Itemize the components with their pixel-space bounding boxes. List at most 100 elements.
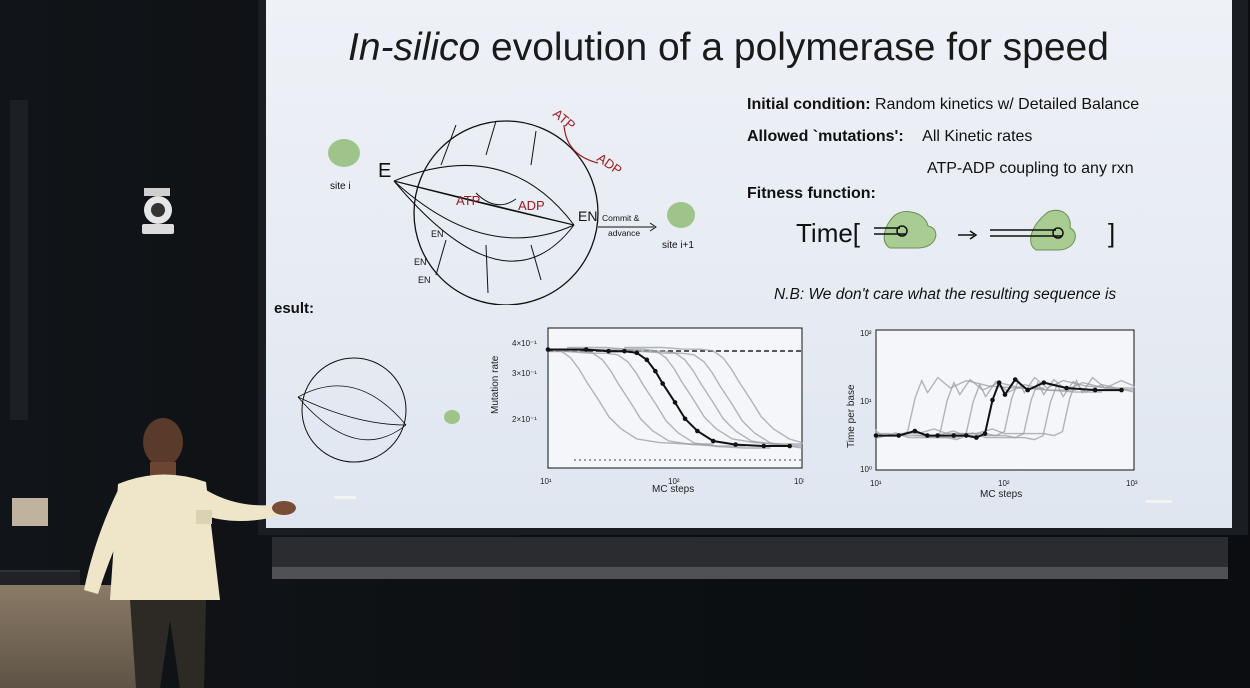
background-trajectory <box>586 348 802 447</box>
time-per-base-chart: Time per base MC steps 10¹ 10² 10³ 10² 1… <box>836 326 1156 509</box>
data-point <box>990 397 995 403</box>
podium-desk <box>0 585 150 688</box>
background-trajectory <box>567 346 802 445</box>
data-point <box>733 442 738 447</box>
y-axis-label: Time per base <box>846 384 857 448</box>
data-point <box>1092 387 1098 393</box>
y-tick-2: 10⁰ <box>860 465 872 474</box>
data-point <box>634 350 640 356</box>
camera-icon <box>142 188 174 234</box>
highlight-points <box>545 347 792 449</box>
x-tick-0: 10¹ <box>540 477 552 486</box>
data-point <box>996 380 1002 385</box>
slide-title: In-silico evolution of a polymerase for … <box>348 26 1109 70</box>
mutation-rate-chart: Mutation rate MC steps 10¹ 10² 10³ 4×10⁻… <box>484 324 806 504</box>
fitness-label-text: Fitness function: <box>747 185 876 202</box>
screen-ledge-lower <box>272 567 1228 579</box>
data-point <box>1002 392 1008 397</box>
data-point <box>583 347 589 352</box>
en-label-2: EN <box>414 257 427 267</box>
node-en: EN <box>578 208 597 224</box>
data-point <box>935 433 940 438</box>
floor-reflection-mark <box>334 496 356 499</box>
data-point <box>1064 385 1069 391</box>
background-trajectories <box>547 346 803 449</box>
nb-note: N.B: We don't care what the resulting se… <box>774 286 1117 303</box>
y-tick-1: 3×10⁻¹ <box>512 369 537 378</box>
data-point <box>761 443 767 449</box>
background-trajectory <box>953 376 1135 437</box>
x-axis-label: MC steps <box>652 484 694 495</box>
data-point <box>974 435 979 440</box>
data-point <box>644 357 650 363</box>
title-italic: In-silico <box>348 26 481 69</box>
initial-condition-label: Initial condition: <box>747 96 871 113</box>
presenter <box>84 418 296 688</box>
x-tick-0: 10¹ <box>870 479 882 488</box>
commit-label: Commit & <box>602 213 640 223</box>
y-axis-label: Mutation rate <box>490 355 501 414</box>
data-point <box>963 433 969 438</box>
advance-label: advance <box>608 228 640 238</box>
data-point <box>682 416 688 422</box>
allowed-mutations-label: Allowed `mutations': <box>747 128 904 145</box>
x-axis-label: MC steps <box>980 489 1022 500</box>
title-rest: evolution of a polymerase for speed <box>480 26 1109 69</box>
data-point <box>545 347 551 352</box>
en-label-3: EN <box>418 275 431 285</box>
node-e: E <box>378 160 391 182</box>
initial-condition-value: Random kinetics w/ Detailed Balance <box>875 96 1140 113</box>
data-point <box>1025 387 1031 393</box>
x-tick-1: 10² <box>998 479 1010 488</box>
y-tick-0: 4×10⁻¹ <box>512 339 537 348</box>
data-point <box>873 433 879 438</box>
y-tick-2: 2×10⁻¹ <box>512 415 537 424</box>
site-i1-label: site i+1 <box>662 240 694 251</box>
adp-outer: ADP <box>594 150 625 178</box>
atp-inner: ATP <box>456 193 480 208</box>
site-i-label: site i <box>330 181 351 192</box>
x-tick-1: 10² <box>668 477 680 486</box>
data-point <box>695 428 700 434</box>
data-point <box>912 428 918 434</box>
data-point <box>1119 387 1124 393</box>
allowed-mutations-value2: ATP-ADP coupling to any rxn <box>927 160 1134 177</box>
background-trajectory <box>547 348 746 447</box>
x-tick-2: 10³ <box>794 477 804 486</box>
cardboard-box <box>12 498 48 526</box>
mutation-rate-plot: Mutation rate MC steps 10¹ 10² 10³ 4×10⁻… <box>490 327 806 495</box>
data-point <box>787 443 792 449</box>
data-point <box>925 433 930 438</box>
adp-inner: ADP <box>518 198 545 213</box>
en-label-1: EN <box>431 229 444 239</box>
data-point <box>622 348 627 354</box>
wall-pillar <box>10 100 28 420</box>
data-point <box>660 381 665 386</box>
background-trajectory <box>548 350 771 449</box>
data-point <box>1012 377 1018 382</box>
x-tick-2: 10³ <box>1126 479 1138 488</box>
small-kinetic-diagram <box>297 357 460 463</box>
data-point <box>951 433 956 438</box>
allowed-mutations-line: Allowed `mutations': All Kinetic rates <box>747 128 1032 146</box>
data-point <box>606 348 611 354</box>
allowed-mutations-value1: All Kinetic rates <box>922 128 1033 145</box>
data-point <box>896 433 902 438</box>
plot-frame <box>875 329 1135 471</box>
data-point <box>710 438 716 444</box>
background-trajectory <box>624 346 803 444</box>
result-label: esult: <box>274 300 315 317</box>
y-tick-0: 10² <box>860 329 872 338</box>
fitness-function-label: Fitness function: <box>747 185 876 203</box>
data-point <box>653 368 658 374</box>
floor-reflection-mark <box>1146 500 1172 503</box>
background-trajectory <box>605 350 803 449</box>
data-point <box>982 431 988 436</box>
initial-condition-line: Initial condition: Random kinetics w/ De… <box>747 96 1139 114</box>
kinetic-network-diagram: E EN ATP ADP ATP ADP site i Commit & adv… <box>328 106 695 305</box>
y-tick-1: 10¹ <box>860 397 872 406</box>
background-trajectory <box>876 380 1103 441</box>
highlight-points <box>873 377 1124 440</box>
data-point <box>1041 380 1047 385</box>
data-point <box>672 400 678 405</box>
